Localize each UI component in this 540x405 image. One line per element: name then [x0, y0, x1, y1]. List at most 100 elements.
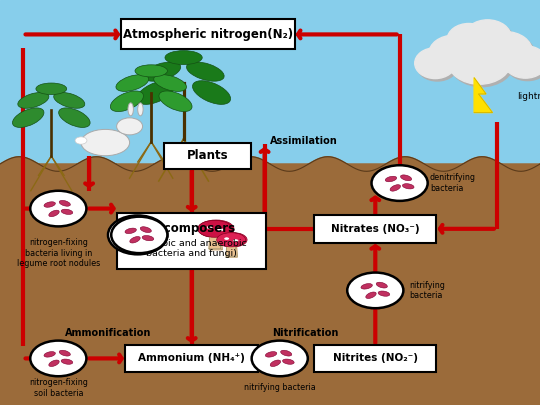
Ellipse shape [281, 350, 292, 356]
Ellipse shape [366, 292, 376, 298]
Text: lightning: lightning [517, 92, 540, 101]
Ellipse shape [219, 228, 224, 231]
Polygon shape [474, 78, 492, 113]
Ellipse shape [154, 75, 186, 92]
FancyBboxPatch shape [314, 215, 436, 243]
Text: nitrogen-fixing
soil bacteria: nitrogen-fixing soil bacteria [29, 378, 88, 398]
Circle shape [466, 22, 514, 58]
Text: nitrifying
bacteria: nitrifying bacteria [409, 281, 445, 300]
Ellipse shape [110, 91, 144, 111]
Circle shape [429, 35, 478, 72]
Ellipse shape [111, 217, 167, 253]
Circle shape [478, 32, 532, 72]
Text: Ammonification: Ammonification [65, 328, 151, 338]
Ellipse shape [116, 75, 148, 92]
Ellipse shape [378, 291, 390, 296]
Ellipse shape [137, 81, 175, 104]
Circle shape [431, 38, 481, 75]
Ellipse shape [125, 228, 137, 234]
Ellipse shape [108, 215, 167, 254]
Ellipse shape [198, 220, 234, 238]
Text: Atmospheric nitrogen(N₂): Atmospheric nitrogen(N₂) [123, 28, 293, 41]
Ellipse shape [61, 359, 73, 364]
Ellipse shape [140, 236, 152, 241]
Ellipse shape [225, 237, 229, 240]
Ellipse shape [44, 352, 56, 357]
Ellipse shape [18, 92, 49, 108]
Ellipse shape [139, 227, 150, 232]
Text: nitrogen-fixing
bacteria living in
legume root nodules: nitrogen-fixing bacteria living in legum… [17, 238, 100, 268]
Ellipse shape [53, 92, 85, 108]
Polygon shape [227, 242, 238, 257]
Ellipse shape [44, 202, 56, 207]
Text: Nitrification: Nitrification [272, 328, 338, 338]
Ellipse shape [130, 237, 140, 243]
Ellipse shape [142, 236, 154, 241]
Ellipse shape [59, 108, 90, 128]
Ellipse shape [376, 282, 387, 288]
Ellipse shape [361, 284, 373, 289]
Ellipse shape [207, 226, 211, 229]
Polygon shape [226, 242, 236, 256]
FancyBboxPatch shape [125, 345, 258, 372]
Ellipse shape [135, 65, 167, 77]
Ellipse shape [390, 185, 401, 191]
Ellipse shape [192, 81, 231, 104]
Circle shape [417, 50, 458, 81]
Ellipse shape [198, 220, 232, 237]
Ellipse shape [36, 83, 67, 95]
FancyBboxPatch shape [121, 19, 295, 49]
Ellipse shape [59, 350, 70, 356]
Ellipse shape [282, 359, 294, 364]
Ellipse shape [252, 341, 308, 376]
Ellipse shape [186, 62, 224, 81]
Text: Nitrates (NO₃⁻): Nitrates (NO₃⁻) [331, 224, 420, 234]
Text: Assimilation: Assimilation [270, 136, 338, 146]
Ellipse shape [233, 239, 237, 242]
Ellipse shape [385, 176, 397, 182]
Circle shape [464, 20, 511, 55]
Circle shape [447, 36, 512, 84]
Ellipse shape [372, 165, 428, 201]
Ellipse shape [59, 200, 70, 206]
Ellipse shape [401, 175, 411, 181]
Circle shape [449, 38, 514, 87]
Circle shape [504, 46, 540, 78]
Ellipse shape [61, 209, 73, 214]
Circle shape [481, 34, 535, 75]
Ellipse shape [347, 273, 403, 308]
Ellipse shape [165, 51, 202, 64]
Text: denitrifying
bacteria: denitrifying bacteria [430, 173, 476, 193]
Ellipse shape [270, 360, 281, 367]
Ellipse shape [207, 226, 212, 229]
Ellipse shape [128, 103, 133, 116]
Text: Nitrites (NO₂⁻): Nitrites (NO₂⁻) [333, 354, 418, 363]
Text: nitrifying bacteria: nitrifying bacteria [244, 384, 315, 392]
Ellipse shape [123, 228, 135, 234]
Polygon shape [209, 231, 221, 249]
Ellipse shape [140, 227, 151, 232]
Ellipse shape [128, 237, 139, 243]
Ellipse shape [402, 184, 414, 189]
Ellipse shape [138, 103, 143, 116]
Polygon shape [210, 231, 222, 250]
FancyBboxPatch shape [314, 345, 436, 372]
Ellipse shape [217, 228, 222, 231]
Text: Decomposers: Decomposers [147, 222, 237, 235]
Ellipse shape [265, 352, 277, 357]
Ellipse shape [224, 237, 228, 240]
Text: (aerobic and anaerobic
bacteria and fungi): (aerobic and anaerobic bacteria and fung… [137, 239, 247, 258]
Circle shape [506, 48, 540, 81]
Ellipse shape [49, 210, 59, 217]
Ellipse shape [117, 118, 143, 135]
Ellipse shape [81, 130, 130, 156]
Text: Plants: Plants [187, 149, 229, 162]
Ellipse shape [30, 341, 86, 376]
Bar [0, 0, 540, 164]
Circle shape [447, 23, 490, 56]
Ellipse shape [217, 232, 247, 247]
FancyBboxPatch shape [165, 143, 252, 169]
Ellipse shape [49, 360, 59, 367]
Ellipse shape [217, 233, 246, 247]
Circle shape [449, 26, 492, 58]
